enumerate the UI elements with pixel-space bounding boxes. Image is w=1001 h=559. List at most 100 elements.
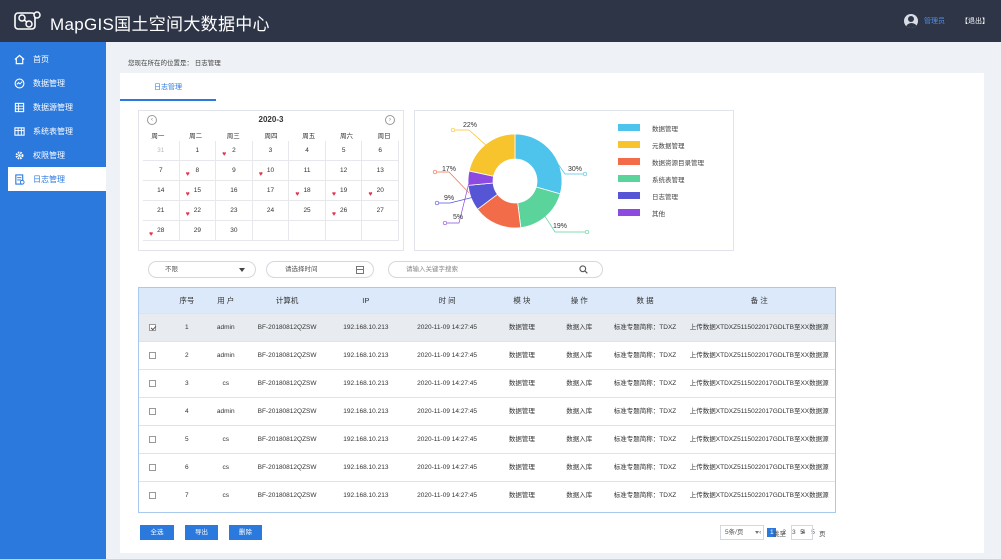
calendar-icon[interactable] (356, 266, 364, 274)
cell-module: 数据管理 (508, 380, 535, 387)
logout-link[interactable]: 【退出】 (961, 18, 989, 25)
log-icon (13, 173, 26, 186)
cell-user: cs (222, 380, 230, 387)
calendar-day[interactable]: 25 (289, 201, 326, 221)
table-row[interactable]: 3 cs BF-20180812QZSW 192.168.10.213 2020-11-… (139, 369, 835, 397)
next-month-icon[interactable]: › (385, 115, 395, 125)
calendar-day[interactable]: 10 ♥ (252, 161, 290, 181)
prev-page-icon[interactable]: ‹ (759, 529, 762, 536)
module-filter-select[interactable]: 不限 (148, 261, 256, 278)
calendar-day[interactable]: 8 ♥ (179, 161, 217, 181)
user-avatar-icon[interactable] (904, 14, 918, 28)
row-checkbox[interactable] (149, 379, 157, 387)
calendar-day[interactable]: 4 (289, 141, 326, 161)
page-number[interactable]: 4 (801, 529, 806, 536)
calendar-day (362, 221, 399, 241)
calendar-day[interactable]: 20 ♥ (362, 181, 399, 201)
jump-page-input[interactable]: 5 (791, 525, 813, 540)
calendar-day[interactable]: 3 (252, 141, 290, 161)
legend-item[interactable]: 数据资源目录管理 (618, 153, 704, 170)
sidebar-item-log-management[interactable]: 日志管理 (8, 167, 106, 191)
table-row[interactable]: 2 admin BF-20180812QZSW 192.168.10.213 2020-… (139, 341, 835, 369)
row-checkbox[interactable] (149, 323, 157, 331)
calendar-day[interactable]: 5 (325, 141, 363, 161)
pie-slice[interactable] (514, 133, 563, 195)
legend-item[interactable]: 元数据管理 (618, 136, 704, 153)
calendar-day[interactable]: 14 (143, 181, 180, 201)
row-checkbox-cell (139, 314, 167, 341)
page-number[interactable]: 1 (767, 528, 777, 537)
date-picker-input[interactable]: 请选择时间 (266, 261, 374, 278)
table-row[interactable]: 5 cs BF-20180812QZSW 192.168.10.213 2020-11-… (139, 425, 835, 453)
calendar-day[interactable]: 1 (179, 141, 217, 161)
calendar-day[interactable]: 12 (325, 161, 363, 181)
legend-item[interactable]: 日志管理 (618, 187, 704, 204)
page-size-select[interactable]: 5条/页 (720, 525, 764, 540)
pie-leader-dot (434, 200, 440, 206)
search-input[interactable]: 请输入关键字搜索 (388, 261, 603, 278)
search-icon[interactable] (579, 265, 588, 274)
calendar-day[interactable]: 26 ♥ (325, 201, 363, 221)
calendar-day[interactable]: 9 (216, 161, 253, 181)
select-all-button[interactable]: 全选 (140, 525, 174, 540)
calendar-day[interactable]: 22 ♥ (179, 201, 217, 221)
legend-item[interactable]: 其他 (618, 204, 704, 221)
table-row[interactable]: 1 admin BF-20180812QZSW 192.168.10.213 2020-… (139, 313, 835, 341)
calendar-day[interactable]: 15 ♥ (179, 181, 217, 201)
user-name[interactable]: 管理员 (924, 18, 945, 25)
delete-button[interactable]: 删除 (229, 525, 262, 540)
page-number[interactable]: 2 (782, 529, 786, 536)
calendar-day[interactable]: 13 (362, 161, 399, 181)
calendar-day[interactable]: 11 (289, 161, 326, 181)
column-header: 操 作 (570, 296, 588, 305)
tab-log-management[interactable]: 日志管理 (120, 77, 216, 101)
calendar-day[interactable]: 2 ♥ (216, 141, 253, 161)
sidebar-item-permission[interactable]: 权限管理 (0, 143, 106, 167)
legend-item[interactable]: 系统表管理 (618, 170, 704, 187)
cell-ip: 192.168.10.213 (343, 352, 389, 359)
calendar-day[interactable]: 19 ♥ (325, 181, 363, 201)
page-number[interactable]: 5 (811, 529, 815, 536)
cell-data: 标准专题简称：TDXZ (613, 436, 677, 443)
table-row[interactable]: 6 cs BF-20180812QZSW 192.168.10.213 2020-11-… (139, 453, 835, 481)
legend-label: 日志管理 (652, 193, 678, 201)
pie-slice[interactable] (517, 186, 561, 229)
calendar-day[interactable]: 23 (216, 201, 253, 221)
breadcrumb: 您现在所在的位置是： 日志管理 (128, 60, 221, 67)
prev-month-icon[interactable]: ‹ (147, 115, 157, 125)
row-checkbox[interactable] (149, 463, 157, 471)
calendar-day[interactable]: 30 (216, 221, 253, 241)
pie-slice[interactable] (468, 133, 516, 177)
calendar-day[interactable]: 18 ♥ (289, 181, 326, 201)
row-checkbox[interactable] (149, 435, 157, 443)
cell-module: 数据管理 (508, 408, 535, 415)
calendar-day[interactable]: 21 (143, 201, 180, 221)
calendar-day[interactable]: 27 (362, 201, 399, 221)
row-checkbox[interactable] (149, 351, 157, 359)
table-row[interactable]: 7 cs BF-20180812QZSW 192.168.10.213 2020-11-… (139, 481, 835, 509)
row-checkbox[interactable] (149, 491, 157, 499)
calendar-day[interactable]: 31 (143, 141, 180, 161)
pie-slice-label: 17% (442, 166, 456, 173)
calendar-day[interactable]: 24 (252, 201, 290, 221)
cell-computer: BF-20180812QZSW (257, 492, 317, 499)
legend-item[interactable]: 数据管理 (618, 119, 704, 136)
calendar-day-number: 6 (378, 147, 383, 154)
sidebar-item-system-table[interactable]: 系统表管理 (0, 119, 106, 143)
calendar-day[interactable]: 16 (216, 181, 253, 201)
table-row[interactable]: 4 admin BF-20180812QZSW 192.168.10.213 2020-… (139, 397, 835, 425)
sidebar-item-datasource-management[interactable]: 数据源管理 (0, 95, 106, 119)
calendar-day[interactable]: 7 (143, 161, 180, 181)
row-checkbox[interactable] (149, 407, 157, 415)
calendar-day[interactable]: 6 (362, 141, 399, 161)
calendar-day[interactable]: 17 (252, 181, 290, 201)
calendar-day[interactable]: 28 ♥ (143, 221, 180, 241)
export-button[interactable]: 导出 (185, 525, 218, 540)
sidebar-item-data-management[interactable]: 数据管理 (0, 71, 106, 95)
weekday-label: 周三 (226, 133, 240, 140)
calendar-day[interactable]: 29 (179, 221, 217, 241)
sidebar-item-home[interactable]: 首页 (0, 47, 106, 71)
next-page-icon[interactable]: › (820, 529, 823, 536)
cell-module: 数据管理 (508, 324, 535, 331)
page-number[interactable]: 3 (791, 529, 796, 536)
